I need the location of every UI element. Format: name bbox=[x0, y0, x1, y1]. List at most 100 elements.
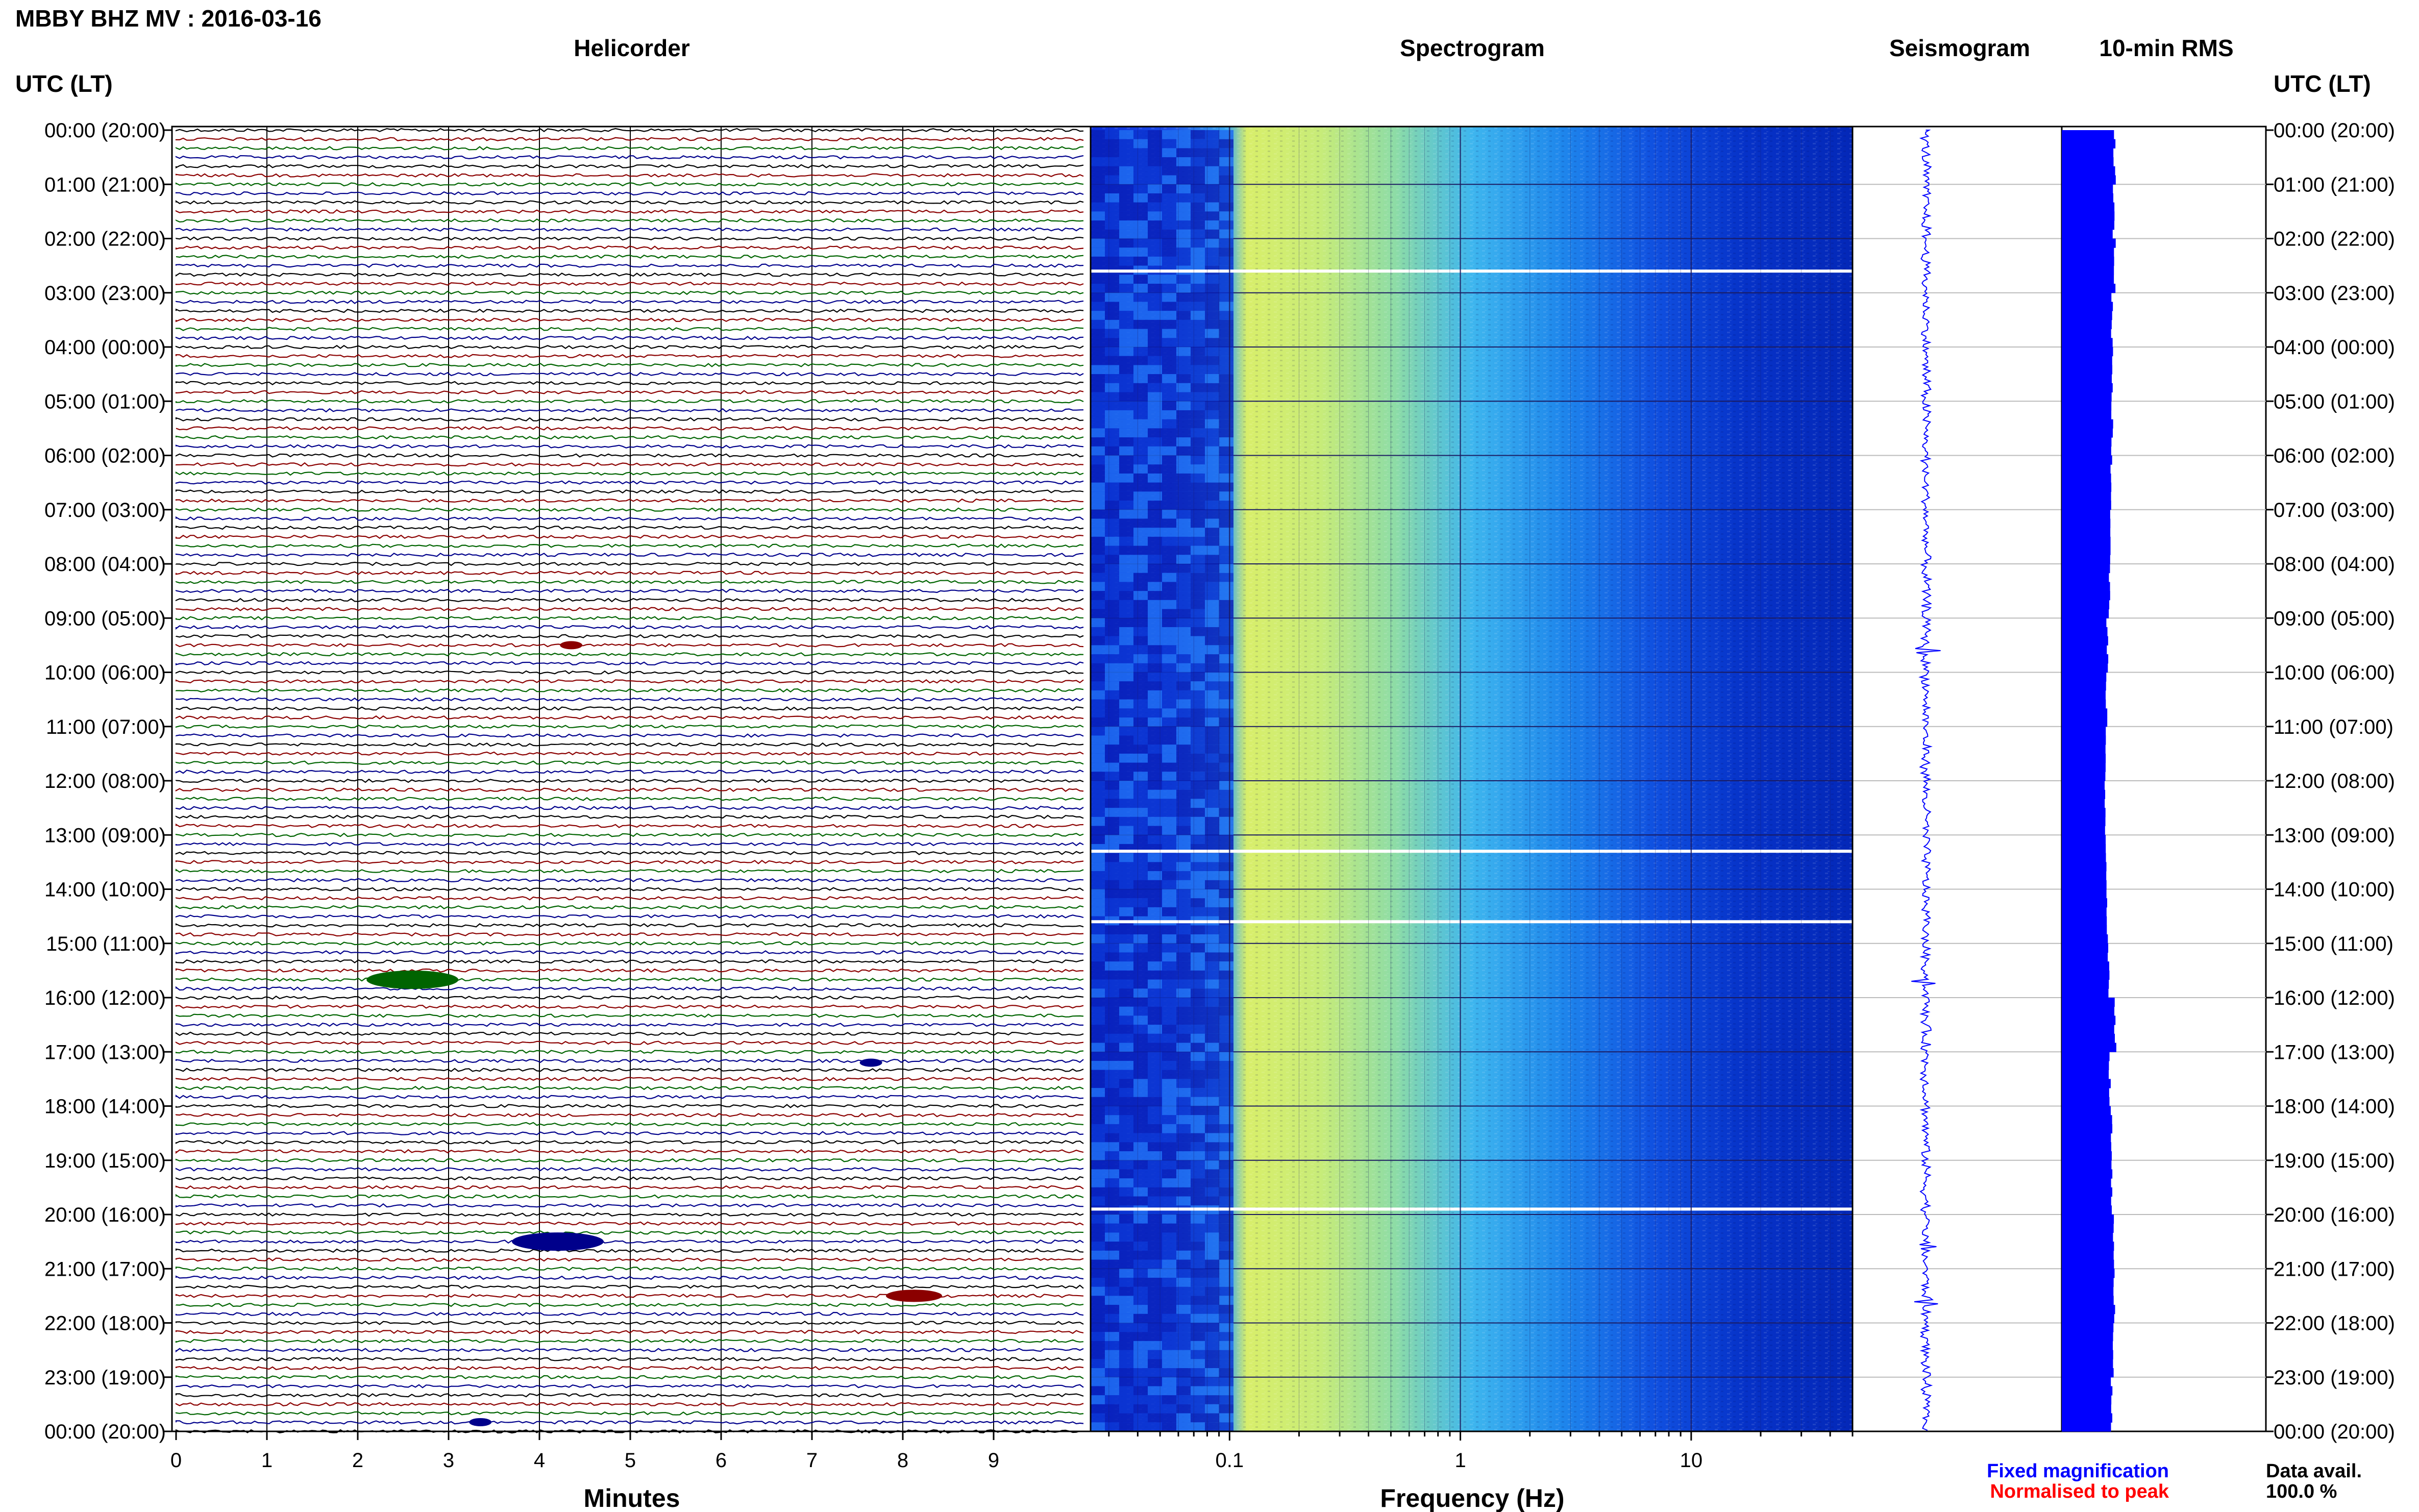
spectrogram-cell bbox=[1119, 491, 1133, 501]
spectrogram-cell bbox=[1133, 374, 1148, 383]
spectrogram-cell bbox=[1119, 645, 1133, 655]
spectrogram-cell bbox=[1176, 952, 1191, 962]
spectrogram-cell bbox=[1148, 139, 1162, 148]
spectrogram-cell bbox=[1176, 1015, 1191, 1025]
spectrogram-cell bbox=[1205, 491, 1219, 501]
spectrogram-cell bbox=[1191, 1124, 1205, 1133]
spectrogram-cell bbox=[1176, 636, 1191, 646]
spectrogram-cell bbox=[1205, 636, 1219, 646]
spectrogram-cell bbox=[1191, 1368, 1205, 1377]
rms-bar bbox=[2062, 699, 2106, 709]
spectrogram-cell bbox=[1162, 555, 1176, 564]
spectrogram-cell bbox=[1191, 799, 1205, 808]
spectrogram-cell bbox=[1219, 1160, 1233, 1170]
spectrogram-cell bbox=[1191, 889, 1205, 899]
helicorder-trace bbox=[175, 670, 1084, 675]
spectrogram-cell bbox=[1148, 347, 1162, 356]
spectrogram-cell bbox=[1191, 202, 1205, 212]
spectrogram-cell bbox=[1176, 392, 1191, 402]
spectrogram-cell bbox=[1133, 319, 1148, 329]
rms-bar bbox=[2062, 1404, 2111, 1414]
spectrogram-cell bbox=[1205, 681, 1219, 690]
spectrogram-cell bbox=[1133, 419, 1148, 429]
spectrogram-cell bbox=[1191, 1313, 1205, 1323]
spectrogram-cell bbox=[1091, 1115, 1105, 1124]
spectrogram-cell bbox=[1119, 808, 1133, 817]
rms-bar bbox=[2062, 284, 2116, 293]
spectrogram-cell bbox=[1105, 781, 1119, 790]
spectrogram-cell bbox=[1133, 1277, 1148, 1287]
spectrogram-cell bbox=[1091, 1124, 1105, 1133]
spectrogram-cell bbox=[1133, 1395, 1148, 1404]
spectrogram-cell bbox=[1219, 446, 1233, 456]
spectrogram-cell bbox=[1191, 473, 1205, 483]
spectrogram-cell bbox=[1133, 564, 1148, 573]
spectrogram-cell bbox=[1148, 175, 1162, 185]
spectrogram-cell bbox=[1091, 455, 1105, 465]
spectrogram-cell bbox=[1205, 1169, 1219, 1179]
spectrogram-cell bbox=[1176, 1196, 1191, 1206]
spectrogram-cell bbox=[1162, 1413, 1176, 1423]
spectrogram-cell bbox=[1205, 1160, 1219, 1170]
spectrogram-cell bbox=[1219, 1422, 1233, 1431]
spectrogram-cell bbox=[1205, 546, 1219, 555]
helicorder-trace bbox=[175, 1013, 1084, 1018]
spectrogram-cell bbox=[1205, 1341, 1219, 1350]
spectrogram-cell bbox=[1119, 772, 1133, 781]
spectrogram-cell bbox=[1219, 591, 1233, 600]
spectrogram-cell bbox=[1176, 347, 1191, 356]
spectrogram-cell bbox=[1219, 672, 1233, 682]
helicorder-trace bbox=[175, 1239, 1084, 1244]
spectrogram-cell bbox=[1091, 681, 1105, 690]
spectrogram-cell bbox=[1148, 609, 1162, 618]
spectrogram-cell bbox=[1205, 501, 1219, 510]
rms-bar bbox=[2062, 745, 2106, 754]
spectrogram-cell bbox=[1176, 735, 1191, 745]
spectrogram-cell bbox=[1176, 1350, 1191, 1359]
helicorder-trace bbox=[175, 941, 1084, 946]
spectrogram-cell bbox=[1105, 998, 1119, 1007]
spectrogram-cell bbox=[1133, 1223, 1148, 1233]
spectrogram-cell bbox=[1205, 292, 1219, 302]
spectrogram-cell bbox=[1148, 1305, 1162, 1314]
helicorder-trace bbox=[175, 354, 1084, 358]
spectrogram-cell bbox=[1191, 943, 1205, 953]
spectrogram-cell bbox=[1205, 925, 1219, 935]
spectrogram-cell bbox=[1191, 1259, 1205, 1269]
spectrogram-cell bbox=[1176, 1359, 1191, 1369]
spectrogram-cell bbox=[1205, 618, 1219, 627]
spectrogram-cell bbox=[1162, 862, 1176, 872]
spectrogram-cell bbox=[1219, 347, 1233, 356]
helicorder-trace bbox=[175, 706, 1084, 711]
spectrogram-cell bbox=[1119, 1043, 1133, 1052]
rms-bar bbox=[2062, 256, 2114, 266]
spectrogram-cell bbox=[1205, 826, 1219, 835]
rms-bar bbox=[2062, 1350, 2113, 1359]
spectrogram-cell bbox=[1105, 473, 1119, 483]
spectrogram-cell bbox=[1205, 835, 1219, 844]
rms-bar bbox=[2062, 1277, 2114, 1287]
seismogram-panel bbox=[1852, 126, 2063, 1432]
minute-tick-label: 1 bbox=[261, 1449, 273, 1472]
spectrogram-cell bbox=[1133, 1350, 1148, 1359]
spectrogram-cell bbox=[1133, 347, 1148, 356]
spectrogram-cell bbox=[1148, 284, 1162, 293]
spectrogram-cell bbox=[1191, 1097, 1205, 1106]
spectrogram-cell bbox=[1133, 591, 1148, 600]
spectrogram-cell bbox=[1191, 645, 1205, 655]
hour-label-left: 14:00 (10:00) bbox=[44, 879, 166, 901]
spectrogram-cell bbox=[1219, 238, 1233, 248]
spectrogram-cell bbox=[1119, 609, 1133, 618]
spectrogram-cell bbox=[1148, 410, 1162, 419]
spectrogram-cell bbox=[1162, 275, 1176, 284]
helicorder-trace bbox=[175, 1122, 1084, 1127]
spectrogram-cell bbox=[1148, 934, 1162, 944]
spectrogram-cell bbox=[1091, 1088, 1105, 1097]
spectrogram-cell bbox=[1133, 284, 1148, 293]
spectrogram-cell bbox=[1176, 826, 1191, 835]
spectrogram-cell bbox=[1133, 482, 1148, 492]
spectrogram-cell bbox=[1191, 238, 1205, 248]
rms-bar bbox=[2062, 654, 2109, 664]
spectrogram-cell bbox=[1162, 473, 1176, 483]
spectrogram-cell bbox=[1176, 717, 1191, 727]
